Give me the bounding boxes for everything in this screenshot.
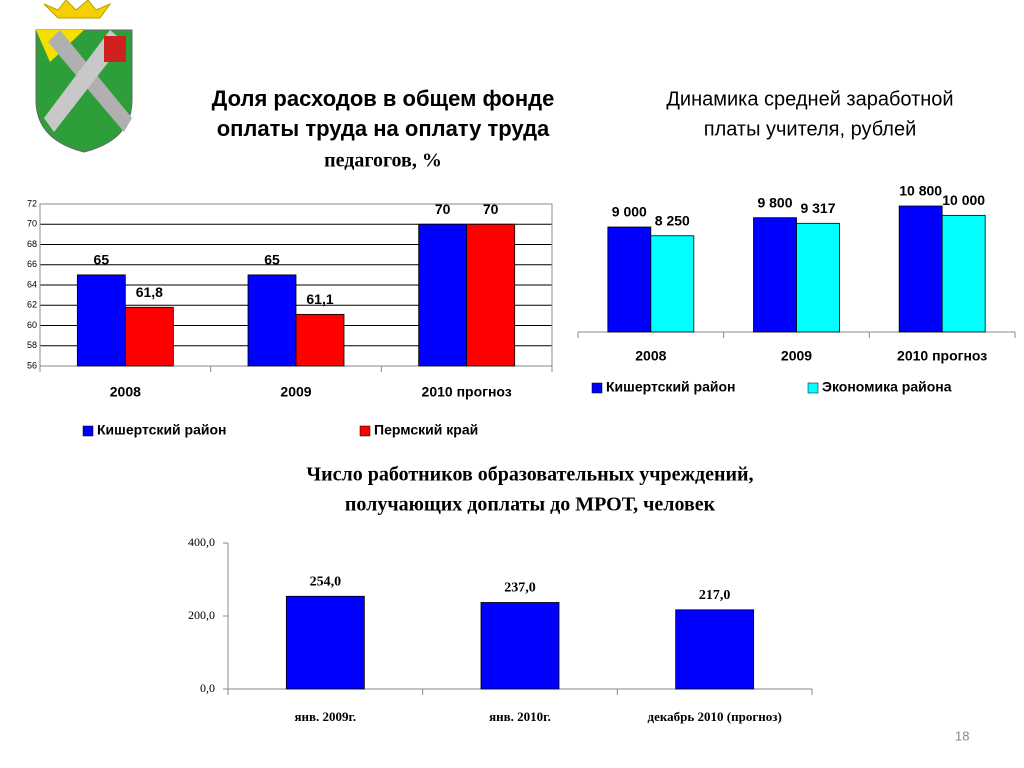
bar <box>753 217 797 333</box>
chart-title: педагогов, % <box>324 150 442 172</box>
x-tick-label: янв. 2010г. <box>489 709 551 724</box>
x-tick-label: янв. 2009г. <box>294 709 356 724</box>
y-tick-label: 60 <box>27 320 37 330</box>
y-tick-label: 56 <box>27 360 37 370</box>
x-tick-label: 2010 прогноз <box>897 348 987 364</box>
y-tick-label: 400,0 <box>188 535 215 549</box>
data-label: 70 <box>483 201 499 217</box>
data-label: 237,0 <box>504 581 536 596</box>
data-label: 70 <box>435 201 451 217</box>
data-label: 9 800 <box>757 194 792 210</box>
x-tick-label: 2008 <box>110 384 141 400</box>
bar <box>295 313 345 367</box>
chart-title: получающих доплаты до МРОТ, человек <box>345 494 716 516</box>
data-label: 217,0 <box>699 588 731 603</box>
legend-swatch <box>82 425 94 437</box>
bar <box>480 602 560 690</box>
bar <box>898 205 943 333</box>
chart-title: Динамика средней заработной <box>666 88 953 110</box>
bar <box>650 235 695 333</box>
data-label: 8 250 <box>655 212 690 228</box>
bar <box>76 274 126 367</box>
x-tick-label: 2008 <box>635 348 666 364</box>
legend-label: Экономика района <box>822 379 952 395</box>
chart-title: Число работников образовательных учрежде… <box>306 464 753 486</box>
bar <box>796 222 840 333</box>
legend-label: Кишертский район <box>606 379 736 395</box>
bar <box>607 226 652 333</box>
y-tick-label: 66 <box>27 259 37 269</box>
x-tick-label: декабрь 2010 (прогноз) <box>648 709 782 724</box>
y-tick-label: 62 <box>27 300 37 310</box>
data-label: 65 <box>264 252 280 268</box>
x-tick-label: 2009 <box>781 348 812 364</box>
x-tick-label: 2009 <box>280 384 311 400</box>
y-tick-label: 68 <box>27 239 37 249</box>
chart-title: оплаты труда на оплату труда <box>217 116 550 141</box>
legend-swatch <box>807 382 819 394</box>
chart-title: платы учителя, рублей <box>704 118 917 140</box>
data-label: 254,0 <box>310 575 342 590</box>
data-label: 10 000 <box>942 192 985 208</box>
bar <box>941 214 986 333</box>
data-label: 9 000 <box>612 204 647 220</box>
y-tick-label: 72 <box>27 198 37 208</box>
y-tick-label: 58 <box>27 340 37 350</box>
bar <box>466 223 516 367</box>
chart-title: Доля расходов в общем фонде <box>212 86 555 111</box>
data-label: 61,8 <box>136 284 163 300</box>
bar <box>418 223 468 367</box>
legend-label: Кишертский район <box>97 422 227 438</box>
coat-of-arms <box>35 0 133 153</box>
x-tick-label: 2010 прогноз <box>422 384 512 400</box>
data-label: 65 <box>94 252 110 268</box>
y-tick-label: 70 <box>27 219 37 229</box>
y-tick-label: 200,0 <box>188 608 215 622</box>
data-label: 10 800 <box>899 183 942 199</box>
legend-swatch <box>591 382 603 394</box>
legend-swatch <box>359 425 371 437</box>
bar <box>247 274 297 367</box>
y-tick-label: 0,0 <box>200 681 215 695</box>
bar <box>675 609 755 690</box>
y-tick-label: 64 <box>27 279 37 289</box>
legend-label: Пермский край <box>374 422 478 438</box>
data-label: 9 317 <box>800 200 835 216</box>
data-label: 61,1 <box>306 291 333 307</box>
bar <box>124 306 174 367</box>
bar <box>285 595 365 690</box>
page-number: 18 <box>955 728 969 743</box>
